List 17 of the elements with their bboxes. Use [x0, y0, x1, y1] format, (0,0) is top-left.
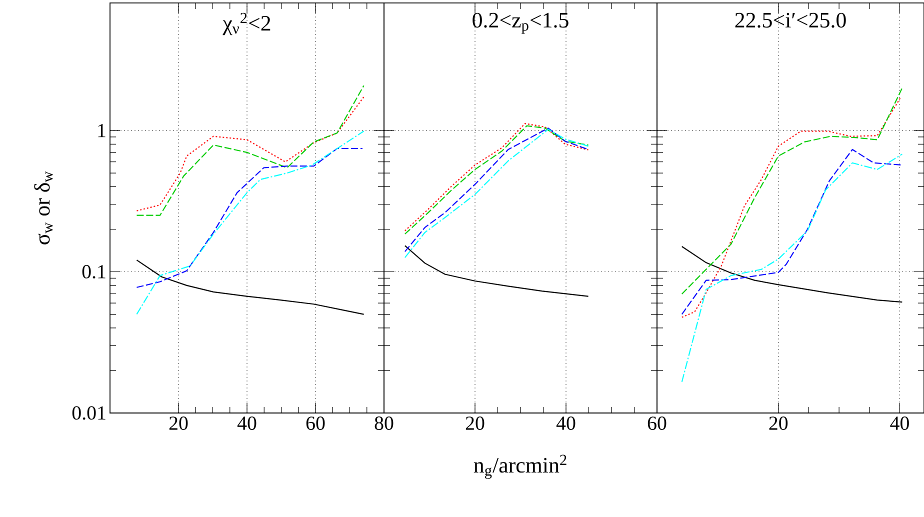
- x-axis-title: n$_{g}$/arcmin$^{2}$: [474, 454, 566, 479]
- x-tick-label: 20: [466, 416, 484, 430]
- chart-title: 0.2<z$_{p}$<1.5: [472, 12, 568, 34]
- y-axis-title: σ$_{w}$ or δ$_{w}$: [34, 171, 53, 244]
- x-tick-label: 40: [890, 416, 909, 430]
- y-tick-label: 1: [98, 124, 106, 138]
- x-tick-label: 40: [237, 416, 256, 430]
- x-tick-label: 40: [556, 416, 576, 430]
- chart-title: 22.5<i′<25.0: [735, 12, 846, 28]
- y-tick-label: 0.01: [72, 406, 106, 420]
- x-tick-label: 20: [169, 416, 188, 430]
- x-tick-label: 60: [306, 416, 325, 430]
- chart-title: χ$_{ν}$$^{2}$<2: [222, 12, 270, 36]
- y-tick-label: 0.1: [82, 264, 106, 279]
- x-tick-label: 60: [648, 416, 666, 430]
- x-tick-label: 20: [769, 416, 788, 430]
- x-tick-label: 80: [374, 416, 394, 430]
